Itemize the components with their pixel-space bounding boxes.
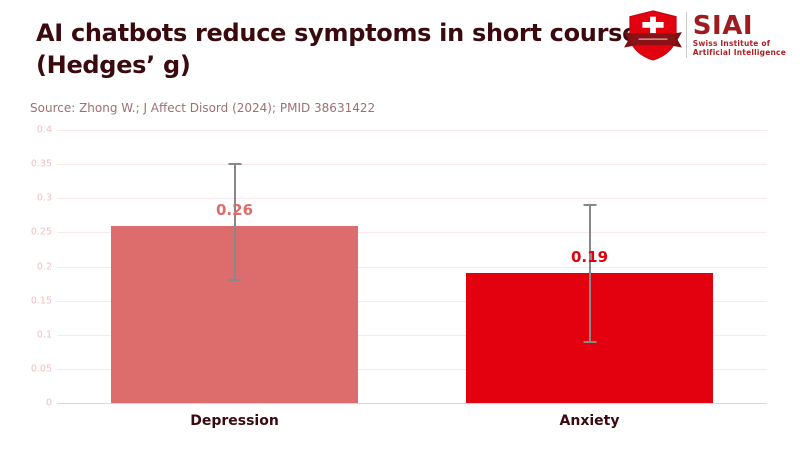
- category-label-anxiety: Anxiety: [559, 413, 620, 429]
- page-title: AI chatbots reduce symptoms in short cou…: [36, 17, 652, 81]
- value-label-anxiety: 0.19: [570, 248, 609, 267]
- gridline: [57, 164, 767, 166]
- title-line-2: (Hedges’ g): [36, 51, 191, 79]
- value-label-depression: 0.26: [215, 200, 254, 219]
- bar-chart: 0 0.05 0.1 0.15 0.2 0.25 0.3 0.35 0.4 0.26 0.19 D…: [0, 125, 800, 450]
- logo-divider: [685, 12, 687, 58]
- error-bar-anxiety: [588, 205, 591, 342]
- gridline: [57, 368, 767, 370]
- y-axis-ticks: 0 0.05 0.1 0.15 0.2 0.25 0.3 0.35 0.4: [0, 125, 52, 409]
- error-cap-bottom-anxiety: [583, 340, 596, 343]
- y-tick-label: 0.15: [30, 295, 52, 307]
- gridline: [57, 300, 767, 302]
- error-cap-top-depression: [228, 163, 241, 166]
- error-bar-depression: [233, 164, 236, 281]
- category-label-depression: Depression: [190, 413, 279, 429]
- x-axis-labels: Depression Anxiety: [57, 413, 767, 433]
- y-tick-label: 0: [45, 397, 52, 409]
- y-tick-label: 0.2: [36, 261, 52, 272]
- plot-area: 0.26 0.19: [57, 130, 767, 404]
- source-citation: Source: Zhong W.; J Affect Disord (2024)…: [30, 101, 376, 115]
- gridline: [57, 232, 767, 234]
- error-cap-bottom-depression: [228, 279, 241, 282]
- gridline: [57, 130, 767, 131]
- y-tick-label: 0.3: [36, 192, 52, 204]
- y-tick-label: 0.4: [36, 124, 52, 136]
- error-cap-top-anxiety: [583, 204, 596, 207]
- y-tick-label: 0.35: [30, 158, 52, 170]
- logo-text: SIAI Swiss Institute of Artificial Intel…: [693, 13, 786, 57]
- swiss-shield-icon: [622, 8, 684, 62]
- logo-subtitle-line-2: Artificial Intelligence: [692, 48, 786, 57]
- y-tick-label: 0.05: [30, 363, 52, 375]
- gridline: [57, 198, 767, 200]
- y-tick-label: 0.25: [30, 226, 52, 238]
- siai-logo: SIAI Swiss Institute of Artificial Intel…: [622, 8, 786, 62]
- y-tick-label: 0.1: [36, 329, 52, 341]
- gridline: [57, 334, 767, 336]
- logo-subtitle-line-1: Swiss Institute of: [692, 39, 771, 48]
- gridline: [57, 266, 767, 268]
- logo-acronym: SIAI: [692, 11, 753, 41]
- x-axis-line: [57, 403, 767, 404]
- title-line-1: AI chatbots reduce symptoms in short cou…: [36, 19, 653, 47]
